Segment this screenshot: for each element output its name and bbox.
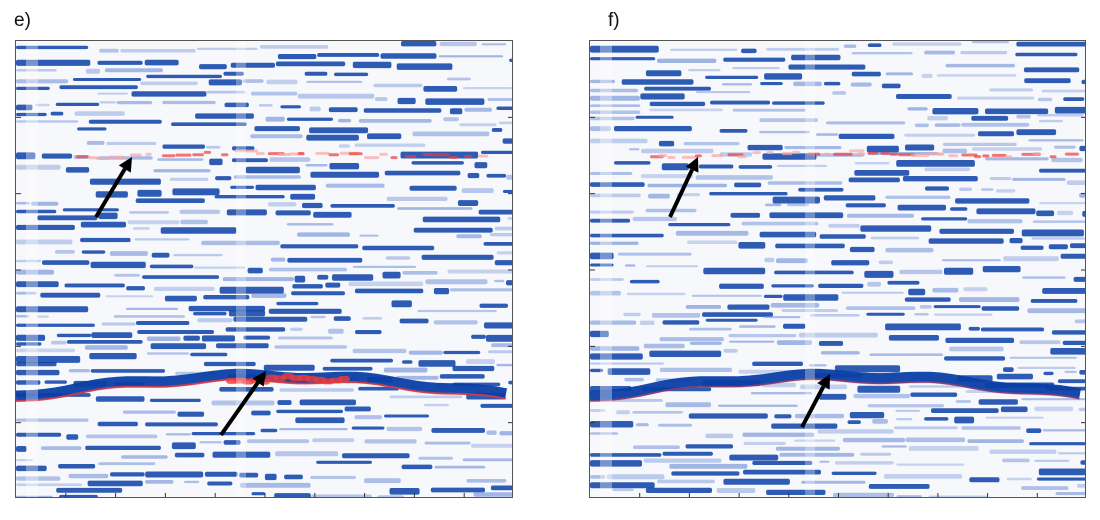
black-arrow-2 <box>219 371 266 437</box>
vertical-noise-band <box>600 41 612 497</box>
black-arrow-1 <box>668 157 699 218</box>
seismic-image-e <box>16 41 512 497</box>
axis-ticks <box>16 116 512 497</box>
panel-f-label: f) <box>608 10 620 31</box>
red-reflector <box>76 149 489 385</box>
black-arrow-2 <box>800 374 830 428</box>
seismic-section-e <box>15 40 513 498</box>
seismic-image-f <box>590 41 1085 497</box>
red-reflector <box>650 149 1079 159</box>
seismic-reflectors <box>16 41 512 497</box>
seismic-section-f <box>589 40 1086 498</box>
vertical-noise-band <box>236 41 246 497</box>
black-arrow-1 <box>94 157 132 219</box>
panel-e-label: e) <box>14 10 31 31</box>
vertical-noise-band <box>26 41 38 497</box>
main-horizon <box>590 368 1082 402</box>
axis-ticks <box>590 116 1085 497</box>
seismic-reflectors <box>590 41 1085 497</box>
vertical-noise-band <box>805 41 815 497</box>
